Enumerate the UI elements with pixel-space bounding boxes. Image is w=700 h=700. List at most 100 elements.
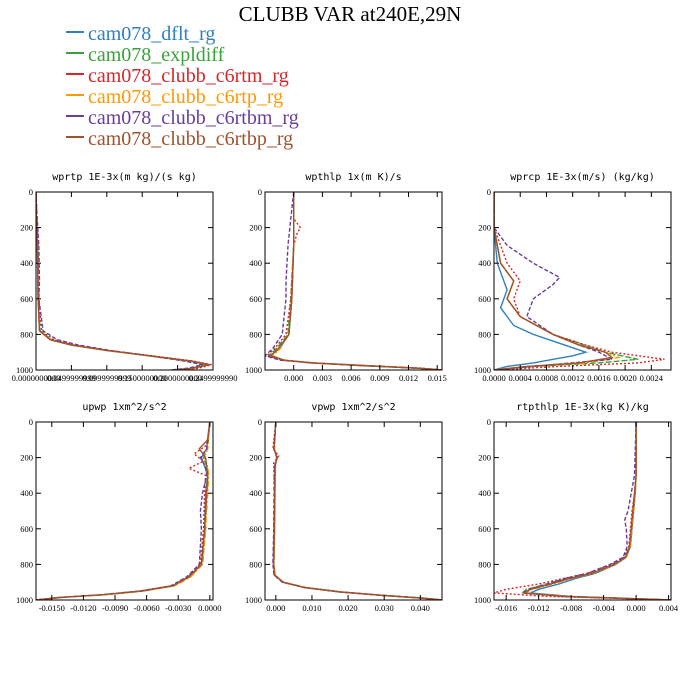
x-tick-label: 0.0004	[509, 373, 533, 383]
x-tick-label: -0.008	[560, 603, 582, 613]
x-tick-label: 0.0008	[535, 373, 558, 383]
legend-label: cam078_dflt_rg	[88, 23, 216, 45]
y-tick-label: 400	[249, 488, 262, 498]
y-tick-label: 200	[249, 453, 262, 463]
series-line	[267, 192, 442, 370]
x-tick-label: 0.010	[302, 603, 321, 613]
plot-frame	[35, 421, 214, 601]
y-tick-label: 0	[29, 417, 33, 427]
legend-item: cam078_clubb_c6rtbp_rg	[66, 129, 299, 150]
x-tick-label: 0.000	[627, 603, 646, 613]
plot-frame	[493, 421, 672, 601]
y-tick-label: 1000	[16, 365, 33, 375]
plot-frame	[493, 191, 672, 371]
y-tick-label: 200	[20, 223, 33, 233]
y-tick-label: 600	[249, 294, 262, 304]
plot-frame	[264, 191, 443, 371]
series-line	[494, 192, 589, 370]
x-tick-label: -0.012	[528, 603, 550, 613]
panel-title: vpwp 1xm^2/s^2	[311, 402, 395, 413]
x-tick-label: 0.009	[370, 373, 389, 383]
legend-swatch	[66, 73, 84, 76]
legend-swatch	[66, 115, 84, 118]
x-tick-label: 0.012	[399, 373, 418, 383]
panel-title: wprcp 1E-3x(m/s) (kg/kg)	[510, 172, 655, 183]
y-tick-label: 600	[478, 524, 491, 534]
series-line	[272, 422, 442, 600]
x-tick-label: 0.006	[342, 373, 361, 383]
series-line	[521, 422, 671, 600]
legend-item: cam078_expldiff	[66, 45, 299, 66]
y-tick-label: 0	[258, 417, 262, 427]
panel-title: upwp 1xm^2/s^2	[82, 402, 166, 413]
y-tick-label: 0	[487, 417, 491, 427]
page-title: CLUBB VAR at240E,29N	[238, 2, 462, 26]
y-tick-label: 800	[478, 559, 491, 569]
x-tick-label: 0.004	[659, 603, 679, 613]
x-tick-label: 0.020	[339, 603, 358, 613]
panel-title: wprtp 1E-3x(m kg)/(s kg)	[52, 172, 197, 183]
y-tick-label: 1000	[245, 365, 262, 375]
series-line	[36, 422, 211, 600]
series-line	[523, 422, 671, 600]
series-line	[272, 422, 442, 600]
series-line	[494, 192, 639, 370]
series-line	[36, 422, 211, 600]
x-tick-label: 0.0999999999	[82, 373, 131, 383]
x-tick-label: -0.0150	[39, 603, 65, 613]
y-tick-label: 1000	[16, 595, 33, 605]
series-line	[494, 192, 614, 370]
x-tick-label: -0.0120	[70, 603, 96, 613]
x-tick-label: 0.2000000000	[153, 373, 202, 383]
x-tick-label: 0.0000	[198, 603, 221, 613]
y-tick-label: 800	[20, 329, 33, 339]
y-tick-label: 400	[249, 258, 262, 268]
y-tick-label: 400	[20, 258, 33, 268]
series-line	[494, 192, 622, 370]
series-line	[530, 422, 671, 600]
y-tick-label: 800	[20, 559, 33, 569]
series-line	[36, 192, 209, 370]
y-tick-label: 0	[258, 187, 262, 197]
x-tick-label: 0.0020	[613, 373, 636, 383]
legend-swatch	[66, 136, 84, 139]
series-line	[272, 422, 442, 600]
y-tick-label: 400	[20, 488, 33, 498]
y-tick-label: 600	[20, 294, 33, 304]
y-tick-label: 200	[478, 223, 491, 233]
x-tick-label: 0.000	[284, 373, 303, 383]
series-line	[272, 422, 442, 600]
series-line	[36, 422, 211, 600]
y-tick-label: 600	[249, 524, 262, 534]
series-line	[36, 422, 211, 600]
x-tick-label: 0.0016	[587, 373, 610, 383]
y-tick-label: 1000	[474, 595, 491, 605]
x-tick-label: 0.0499999999	[47, 373, 96, 383]
y-tick-label: 200	[249, 223, 262, 233]
x-tick-label: -0.0060	[134, 603, 160, 613]
panel-title: wpthlp 1x(m K)/s	[305, 172, 401, 183]
legend-swatch	[66, 52, 84, 55]
series-line	[273, 422, 442, 600]
x-tick-label: 0.040	[411, 603, 430, 613]
legend-item: cam078_clubb_c6rtbm_rg	[66, 108, 299, 129]
x-tick-label: -0.016	[495, 603, 517, 613]
plot-frame	[35, 191, 214, 371]
series-line	[271, 192, 442, 370]
series-line	[272, 422, 442, 600]
x-tick-label: 0.1500000000	[118, 373, 167, 383]
x-tick-label: 0.0000	[482, 373, 505, 383]
y-tick-label: 800	[478, 329, 491, 339]
x-tick-label: -0.0030	[165, 603, 191, 613]
x-tick-label: 0.003	[313, 373, 332, 383]
series-line	[268, 192, 442, 370]
x-tick-label: 0.0000000000	[12, 373, 61, 383]
panel-title: rtpthlp 1E-3x(kg K)/kg	[516, 402, 648, 413]
legend-item: cam078_clubb_c6rtm_rg	[66, 66, 299, 87]
y-tick-label: 400	[478, 488, 491, 498]
series-line	[36, 422, 211, 600]
legend-label: cam078_expldiff	[88, 44, 225, 66]
plot-frame	[264, 421, 443, 601]
x-tick-label: 0.2499999990	[189, 373, 238, 383]
